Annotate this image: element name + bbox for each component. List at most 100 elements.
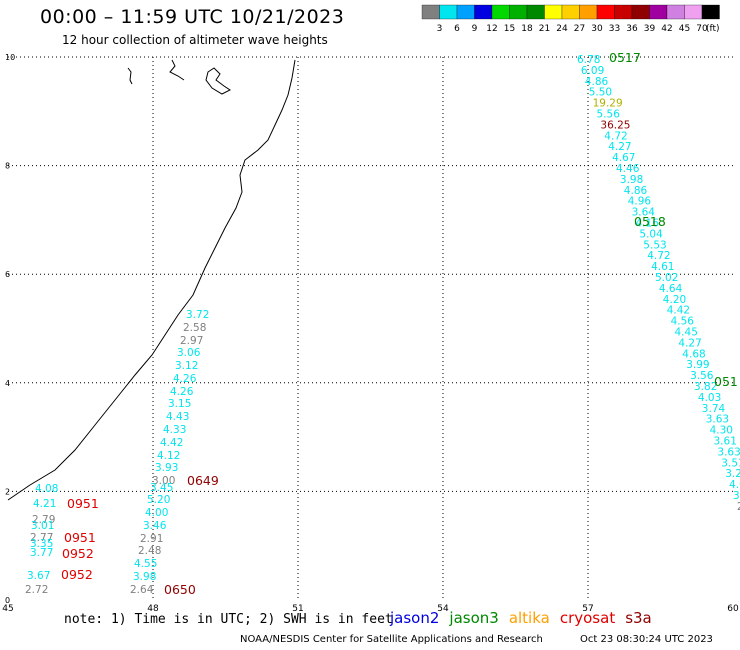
satellite-name: jason3 [449, 609, 499, 627]
swh-value: 3.01 [31, 520, 54, 532]
legend-label: 27 [574, 24, 585, 34]
y-tick-label: 0 [5, 596, 10, 605]
legend-label: 39 [644, 24, 656, 34]
swh-value: 3.67 [27, 570, 50, 582]
swh-value: 4.20 [663, 294, 686, 306]
swh-value: 3.46 [143, 520, 167, 532]
swh-value: 5.04 [639, 228, 663, 240]
swh-value: 4.03 [698, 392, 721, 404]
swh-value: 2.64 [130, 584, 154, 596]
swh-value: 4.46 [616, 163, 640, 175]
swh-value: 3.06 [177, 347, 201, 359]
satellite-name: jason2 [390, 609, 440, 627]
swh-value: 3.15 [168, 398, 191, 410]
swh-value: 4.56 [671, 316, 695, 328]
map-subtitle: 12 hour collection of altimeter wave hei… [62, 33, 328, 47]
swh-value: 2.91 [140, 533, 163, 545]
swh-value: 4.72 [647, 250, 670, 262]
swh-value: 3.45 [150, 482, 173, 494]
swh-value: 4.21 [33, 498, 56, 510]
swh-value: 3.20 [733, 490, 740, 502]
swh-value: 4.55 [134, 558, 157, 570]
color-legend: 3 6 9 12 15 18 21 24 27 30 33 36 39 42 45 70(ft) [421, 4, 720, 34]
swh-value: 4.27 [608, 141, 631, 153]
pass-time-label: 051 [714, 374, 738, 389]
swh-value: 3.99 [686, 359, 709, 371]
swh-value: 3.93 [155, 462, 178, 474]
legend-label: 18 [521, 24, 533, 34]
credit-text: NOAA/NESDIS Center for Satellite Applica… [240, 634, 543, 645]
legend-label: 15 [504, 24, 515, 34]
grid-lines [8, 56, 733, 600]
legend-label: 9 [472, 24, 478, 34]
legend-label: 30 [591, 24, 603, 34]
pass-time-label: 0517 [609, 50, 641, 65]
swh-value: 2.58 [183, 322, 206, 334]
swh-value: 4.08 [35, 483, 58, 495]
axis-tick-labels: 45 48 51 54 57 60 0 2 4 6 8 10 [2, 53, 739, 614]
swh-value: 4.16 [636, 218, 660, 230]
satellite-name: s3a [625, 609, 652, 627]
legend-unit: (ft) [706, 24, 720, 34]
swh-value: 2.97 [180, 335, 203, 347]
swh-value: 3.98 [133, 571, 156, 583]
x-tick-label: 45 [2, 604, 13, 614]
coastline [7, 59, 296, 501]
swh-value: 4.00 [145, 507, 168, 519]
swh-value: 5.50 [589, 87, 612, 99]
swh-value: 4.61 [651, 261, 674, 273]
swh-value: 3.64 [632, 207, 656, 219]
legend-label: 42 [661, 24, 672, 34]
generated-timestamp: Oct 23 08:30:24 UTC 2023 [580, 634, 713, 645]
swh-value: 4.00 [729, 479, 740, 491]
swh-value: 5.53 [643, 239, 666, 251]
pass-time-label: 0951 [64, 530, 96, 545]
satellite-name: altika [508, 609, 550, 627]
swh-value: 2.79 [32, 514, 55, 526]
x-tick-label: 57 [582, 604, 593, 614]
swh-value: 6.09 [581, 65, 604, 77]
satellite-legend: jason2 jason3 altika cryosat s3a [390, 609, 662, 627]
legend-label: 36 [626, 24, 638, 34]
satellite-name: cryosat [559, 609, 616, 627]
swh-value: 5.02 [655, 272, 678, 284]
swh-value: 4.27 [678, 337, 701, 349]
swh-value: 4.86 [624, 185, 648, 197]
swh-value: 3.72 [186, 309, 209, 321]
legend-label: 3 [437, 24, 443, 34]
swh-value: 3.00 [152, 475, 175, 487]
swh-value: 3.82 [694, 381, 717, 393]
swh-value: 3.21 [725, 468, 740, 480]
swh-value: 4.12 [157, 450, 180, 462]
coastline-path [7, 59, 296, 501]
swh-value: 2.88 [737, 501, 740, 513]
swh-value: 19.29 [593, 98, 623, 110]
x-tick-label: 51 [292, 604, 303, 614]
legend-label: 6 [454, 24, 460, 34]
pass-time-label: 0951 [67, 496, 99, 511]
pass-time-label: 0952 [62, 546, 94, 561]
swh-value: 6.78 [577, 54, 600, 66]
island-path [127, 67, 133, 85]
swh-value: 3.51 [721, 457, 740, 469]
x-tick-label: 48 [147, 604, 159, 614]
swh-value: 3.35 [30, 538, 53, 550]
swh-value: 3.63 [717, 446, 740, 458]
swh-value: 4.45 [675, 327, 698, 339]
swh-value: 3.12 [175, 360, 198, 372]
legend-label: 33 [609, 24, 620, 34]
swh-value: 3.56 [690, 370, 714, 382]
swh-value: 4.68 [682, 348, 705, 360]
swh-value: 5.56 [597, 109, 621, 121]
y-tick-label: 2 [5, 487, 10, 496]
swh-value: 4.26 [170, 386, 194, 398]
swh-value: 3.77 [30, 547, 53, 559]
island-path [205, 67, 231, 95]
swh-value: 4.67 [612, 152, 635, 164]
pass-time-label: 0649 [187, 473, 219, 488]
swh-value: 2.48 [138, 545, 161, 557]
y-tick-label: 4 [5, 379, 10, 388]
swh-value: 4.43 [166, 411, 189, 423]
